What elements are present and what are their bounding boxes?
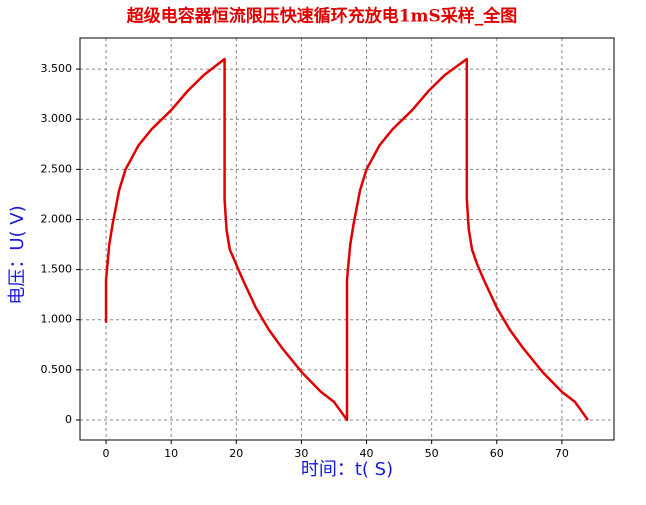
y-tick-label: 2.000 (41, 212, 73, 225)
x-tick-label: 30 (294, 447, 308, 460)
x-tick-label: 10 (164, 447, 178, 460)
y-tick-label: 3.500 (41, 62, 73, 75)
y-axis-label: 电压：U( V) (7, 205, 28, 304)
y-tick-label: 3.000 (41, 112, 73, 125)
y-tick-label: 1.000 (41, 313, 73, 326)
y-tick-label: 0.500 (41, 363, 73, 376)
x-tick-label: 0 (103, 447, 110, 460)
x-tick-label: 60 (490, 447, 504, 460)
y-tick-label: 1.500 (41, 263, 73, 276)
line-series (104, 57, 589, 422)
chart-title: 超级电容器恒流限压快速循环充放电1mS采样_全图 (127, 6, 518, 27)
x-tick-label: 50 (425, 447, 439, 460)
x-tick-label: 70 (555, 447, 569, 460)
y-tick-label: 0 (65, 413, 72, 426)
plot-frame (79, 37, 615, 441)
x-axis-label: 时间：t( S) (301, 459, 393, 480)
x-tick-label: 20 (229, 447, 243, 460)
x-tick-label: 40 (360, 447, 374, 460)
y-tick-label: 2.500 (41, 162, 73, 175)
